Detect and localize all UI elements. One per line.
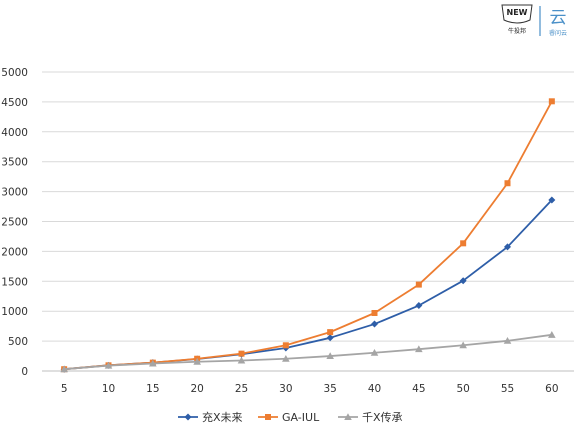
data-point	[238, 350, 245, 357]
badge-subtitle: 牛投邦	[508, 27, 526, 35]
data-point	[237, 356, 246, 364]
data-point	[60, 365, 68, 373]
legend-item: 千X传承	[338, 411, 403, 424]
x-tick-label: 20	[190, 383, 203, 395]
data-point	[327, 329, 334, 336]
x-tick-label: 55	[501, 383, 514, 395]
y-tick-label: 4500	[1, 97, 28, 109]
y-tick-label: 3500	[1, 157, 28, 169]
y-tick-label: 1500	[1, 276, 28, 288]
legend: 充X未来 GA-IUL 千X传承	[178, 410, 403, 424]
x-tick-label: 25	[235, 383, 248, 395]
data-point	[282, 354, 290, 362]
y-tick-label: 2500	[1, 217, 28, 229]
data-point	[149, 359, 157, 367]
x-tick-label: 45	[412, 383, 425, 395]
data-point	[326, 334, 334, 342]
data-point	[548, 331, 556, 338]
legend-marker	[184, 413, 192, 421]
y-tick-label: 1000	[1, 306, 28, 318]
series-1	[60, 196, 556, 373]
y-tick-label: 4000	[1, 127, 28, 139]
newbanker-badge-icon: NEW 牛投邦	[501, 4, 533, 35]
data-point	[415, 281, 422, 288]
y-tick-label: 2000	[1, 246, 28, 258]
data-point	[193, 357, 201, 365]
data-point	[326, 352, 334, 360]
y-tick-label: 0	[21, 366, 28, 378]
data-point	[460, 240, 467, 247]
series-3	[60, 331, 556, 373]
data-point	[548, 196, 556, 204]
x-tick-label: 35	[323, 383, 336, 395]
data-point	[415, 345, 423, 353]
data-point	[503, 337, 512, 344]
legend-marker	[265, 414, 271, 420]
brand-glyph: 云	[550, 8, 567, 28]
y-tick-label: 500	[8, 336, 28, 348]
series-line	[64, 100, 553, 371]
x-tick-label: 5	[61, 383, 68, 395]
data-point	[282, 342, 289, 349]
legend-marker	[344, 413, 352, 420]
series-2	[61, 98, 555, 373]
series-line	[64, 333, 552, 371]
legend-item: 充X未来	[178, 410, 243, 424]
series-group	[60, 98, 556, 373]
brand-logo: NEW 牛投邦 云 睿问云	[496, 2, 580, 40]
data-point	[371, 320, 378, 328]
x-axis-ticks: 5 10 15 20 25 30 35 40 45 50 55 60	[61, 383, 559, 395]
y-axis-ticks: 0 500 1000 1500 2000 2500 3000 3500 4000 4500 5000	[1, 67, 28, 378]
legend-label: 千X传承	[362, 411, 403, 424]
x-tick-label: 60	[545, 383, 558, 395]
x-tick-label: 40	[368, 383, 381, 395]
data-point	[504, 180, 511, 187]
legend-item: GA-IUL	[258, 411, 320, 424]
data-point	[370, 348, 379, 356]
x-tick-label: 30	[279, 383, 292, 395]
data-point	[459, 341, 467, 349]
x-tick-label: 10	[102, 383, 115, 395]
y-tick-label: 3000	[1, 187, 28, 199]
badge-text: NEW	[507, 8, 528, 17]
x-tick-label: 50	[456, 383, 469, 395]
data-point	[548, 98, 555, 105]
gridlines	[42, 71, 574, 372]
data-point	[371, 309, 378, 316]
data-point	[415, 302, 423, 310]
y-tick-label: 5000	[1, 67, 28, 79]
data-point	[504, 243, 511, 251]
x-tick-label: 15	[146, 383, 159, 395]
data-point	[104, 361, 113, 369]
data-point	[459, 277, 467, 285]
legend-label: 充X未来	[202, 410, 243, 424]
brand-subtitle: 睿问云	[549, 29, 567, 37]
legend-label: GA-IUL	[282, 411, 320, 424]
